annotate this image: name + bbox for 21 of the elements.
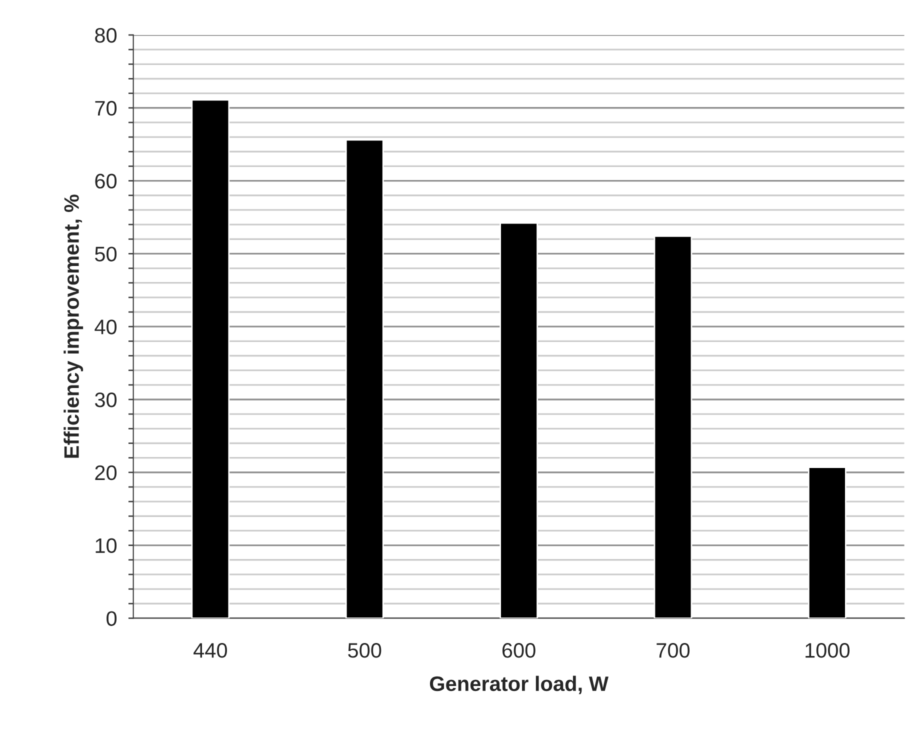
y-tick-label: 30: [94, 392, 117, 408]
y-tick-label: 40: [94, 320, 117, 334]
x-tick-label: 1000: [806, 643, 850, 658]
x-tick-label: 700: [656, 643, 690, 658]
y-tick-label: 80: [95, 28, 117, 43]
bar: [345, 139, 384, 618]
y-tick-label: 0: [106, 611, 117, 626]
y-tick-label: 50: [95, 246, 117, 262]
bar: [500, 222, 538, 618]
bar: [191, 99, 230, 618]
x-tick-label: 440: [194, 643, 227, 658]
y-axis-title: Efficiency improvement, %: [64, 194, 84, 458]
y-tick-label: 70: [95, 100, 117, 116]
bar: [654, 236, 692, 618]
x-axis-title: Generator load, W: [430, 676, 608, 694]
bar: [808, 466, 846, 618]
y-tick-label: 60: [95, 174, 117, 189]
x-tick-label: 500: [348, 643, 382, 658]
x-tick-label: 600: [502, 643, 536, 658]
y-tick-label: 10: [96, 538, 117, 554]
y-tick-label: 20: [95, 465, 117, 480]
